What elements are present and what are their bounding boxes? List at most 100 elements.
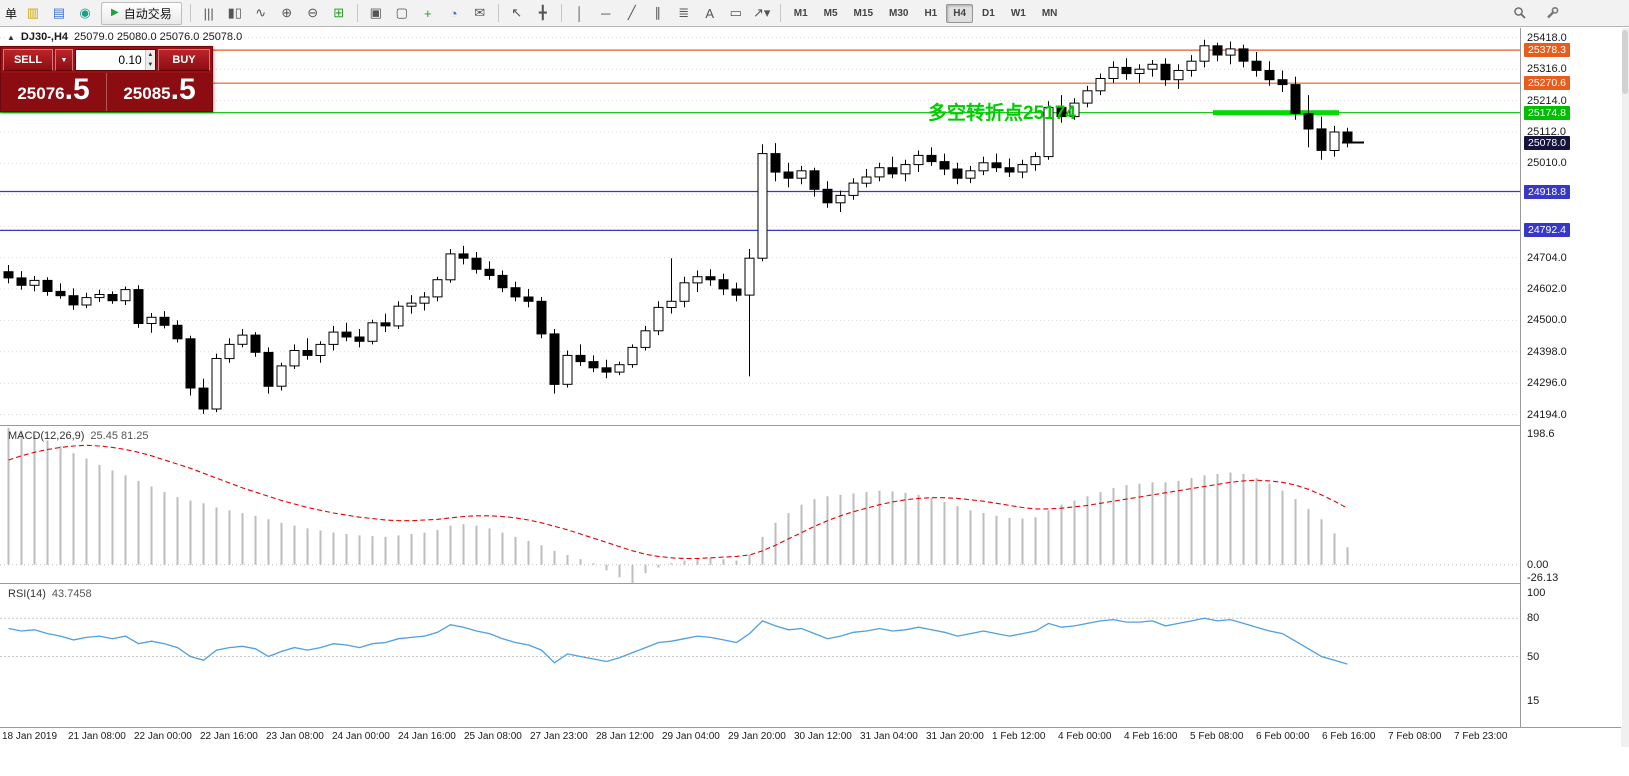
buy-price[interactable]: 25085 .5: [106, 73, 212, 111]
sell-button[interactable]: SELL: [3, 49, 53, 71]
sell-price[interactable]: 25076 .5: [1, 73, 106, 111]
zoom-out-icon[interactable]: ⊖: [307, 5, 319, 20]
strategy-tester-icon[interactable]: ◔: [449, 5, 458, 21]
profiles-icon[interactable]: ▤: [52, 5, 66, 20]
time-axis-label: 30 Jan 12:00: [794, 731, 852, 742]
horizontal-line-tool[interactable]: ─: [601, 5, 611, 21]
tile-windows-icon[interactable]: ⊞: [333, 5, 345, 20]
toolbar-separator: [189, 4, 191, 22]
scrollbar-thumb[interactable]: [1622, 30, 1628, 94]
order-type-dropdown[interactable]: ▼: [55, 49, 73, 71]
price-axis-label: 24398.0: [1527, 345, 1567, 358]
macd-axis-label: -26.13: [1527, 572, 1559, 584]
timeframe-h1[interactable]: H1: [924, 7, 938, 19]
time-axis-label: 31 Jan 04:00: [860, 731, 918, 742]
price-axis-label: 25214.0: [1527, 94, 1567, 107]
macd-axis-label: 198.6: [1527, 428, 1555, 440]
timeframe-m1[interactable]: M1: [793, 7, 808, 19]
ohlc-values: 25079.0 25080.0 25076.0 25078.0: [74, 31, 243, 43]
data-window-icon[interactable]: ◉: [79, 5, 91, 20]
rsi-values: 43.7458: [51, 588, 92, 600]
pane-separator[interactable]: [0, 425, 1621, 426]
pane-separator: [0, 727, 1621, 728]
vertical-line-tool[interactable]: │: [575, 5, 584, 21]
timeframe-w1[interactable]: W1: [1010, 7, 1026, 19]
arrows-tool[interactable]: ↗▾: [753, 5, 771, 20]
macd-indicator-label: MACD(12,26,9) 25.45 81.25: [8, 430, 149, 442]
time-axis-label: 24 Jan 00:00: [332, 731, 390, 742]
rsi-axis-label: 15: [1527, 694, 1540, 707]
line-chart-icon[interactable]: ∿: [255, 5, 267, 20]
ohlc-bars-icon[interactable]: |||: [203, 5, 214, 21]
time-axis-label: 25 Jan 08:00: [464, 731, 522, 742]
rsi-indicator-label: RSI(14) 43.7458: [8, 588, 92, 600]
autotrading-button[interactable]: ▶ 自动交易: [101, 1, 182, 25]
chart-shift-icon[interactable]: ▢: [395, 5, 408, 20]
price-level-badge: 24918.8: [1524, 184, 1570, 199]
price-axis-label: 24296.0: [1527, 377, 1567, 390]
pane-separator[interactable]: [0, 583, 1621, 584]
volume-increase-button[interactable]: ▲: [144, 50, 155, 60]
volume-input[interactable]: [76, 50, 145, 70]
zoom-in-icon[interactable]: ⊕: [281, 5, 293, 20]
time-axis-label: 1 Feb 12:00: [992, 731, 1046, 742]
timeframe-m30[interactable]: M30: [889, 7, 909, 19]
time-axis-label: 23 Jan 08:00: [266, 731, 324, 742]
buy-price-frac: .5: [170, 73, 196, 106]
tools-icon[interactable]: [1540, 1, 1564, 25]
time-axis-label: 27 Jan 23:00: [530, 731, 588, 742]
timeframe-m5[interactable]: M5: [823, 7, 838, 19]
rsi-name: RSI(14): [8, 588, 46, 600]
toolbar-separator: [497, 4, 499, 22]
mailbox-icon[interactable]: ✉: [474, 5, 486, 20]
crosshair-icon[interactable]: ╋: [538, 5, 547, 20]
search-icon[interactable]: [1508, 1, 1532, 25]
macd-indicator-canvas[interactable]: [0, 426, 1520, 583]
main-toolbar: 单 ▥ ▤ ◉ ▶ 自动交易 ||| ▮▯ ∿ ⊕ ⊖ ⊞ ▣ ▢ + ◔ ✉ ↖ ╋ │ ─ ╱ ∥ ≣ A ▭ ↗▾ M1 M5 M1…: [0, 0, 1629, 27]
timeframe-m15[interactable]: M15: [853, 7, 873, 19]
timeframe-d1[interactable]: D1: [982, 7, 995, 19]
collapse-panel-icon[interactable]: ▲: [7, 32, 15, 42]
volume-decrease-button[interactable]: ▼: [144, 60, 155, 70]
text-tool[interactable]: A: [705, 5, 715, 21]
text-label-tool[interactable]: ▭: [729, 5, 742, 20]
time-axis[interactable]: 18 Jan 2019 21 Jan 08:00 22 Jan 00:00 22 Ja…: [0, 728, 1621, 747]
cursor-icon[interactable]: ↖: [511, 5, 523, 20]
auto-scroll-icon[interactable]: ▣: [369, 5, 382, 20]
trade-panel-controls: SELL ▼ ▲ ▼ BUY: [1, 47, 212, 73]
one-click-trading-panel: SELL ▼ ▲ ▼ BUY 25076: [0, 46, 213, 112]
buy-button[interactable]: BUY: [158, 49, 210, 71]
symbol-period-label: DJ30-,H4: [20, 31, 68, 43]
rsi-indicator-canvas[interactable]: [0, 584, 1520, 727]
macd-name: MACD(12,26,9): [8, 430, 85, 442]
equidistant-channel-tool[interactable]: ∥: [654, 5, 661, 20]
new-order-menu[interactable]: 单: [5, 6, 18, 21]
candlestick-chart-icon[interactable]: ▮▯: [227, 5, 242, 20]
time-axis-label: 29 Jan 20:00: [728, 731, 786, 742]
buy-price-main: 25085: [123, 84, 171, 103]
new-chart-icon[interactable]: ▥: [26, 5, 40, 20]
fibonacci-tool[interactable]: ≣: [678, 5, 690, 20]
price-axis-label: 24704.0: [1527, 251, 1567, 264]
new-order-icon[interactable]: +: [423, 5, 432, 21]
price-axis[interactable]: 25418.0 25316.0 25214.0 25112.0 25010.0 24704…: [1520, 28, 1622, 727]
vertical-scrollbar[interactable]: [1621, 28, 1629, 747]
price-axis-label: 25010.0: [1527, 157, 1567, 170]
price-axis-label: 24602.0: [1527, 283, 1567, 295]
time-axis-label: 29 Jan 04:00: [662, 731, 720, 742]
time-axis-label: 4 Feb 16:00: [1124, 731, 1178, 742]
toolbar-right-group: [1507, 1, 1565, 25]
price-chart-canvas[interactable]: 多空转折点25174: [0, 28, 1520, 425]
sell-price-frac: .5: [64, 73, 90, 106]
autotrading-label: 自动交易: [123, 6, 172, 21]
trendline-tool[interactable]: ╱: [627, 5, 636, 20]
time-axis-label: 4 Feb 00:00: [1058, 731, 1112, 742]
time-axis-label: 21 Jan 08:00: [68, 731, 126, 742]
play-icon: ▶: [111, 7, 119, 18]
timeframe-h4[interactable]: H4: [946, 3, 974, 23]
timeframe-mn[interactable]: MN: [1041, 7, 1058, 19]
ohlc-readout: ▲ DJ30-,H4 25079.0 25080.0 25076.0 25078…: [7, 31, 242, 43]
price-axis-label: 25316.0: [1527, 63, 1567, 76]
trade-panel-prices: 25076 .5 25085 .5: [1, 73, 212, 111]
price-level-badge: 25078.0: [1524, 135, 1570, 150]
